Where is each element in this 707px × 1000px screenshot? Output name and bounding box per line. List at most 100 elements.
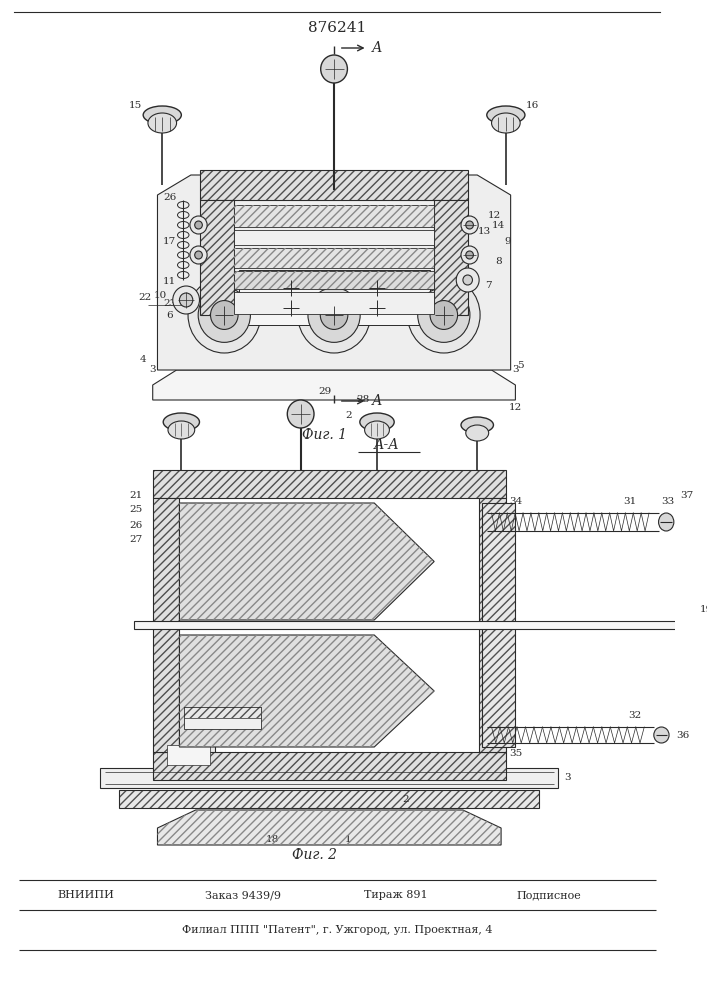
Text: 5: 5 [178,748,185,756]
Bar [119,790,539,808]
Text: 26: 26 [163,194,177,202]
Text: 16: 16 [526,101,539,109]
Text: 27: 27 [129,536,142,544]
Text: 2: 2 [402,796,409,804]
Text: 5: 5 [517,360,523,369]
Bar [239,270,430,325]
Text: 21: 21 [129,490,142,499]
Bar [234,271,434,289]
Bar [153,498,180,752]
Bar [234,248,434,268]
Text: Филиал ППП "Патент", г. Ужгород, ул. Проектная, 4: Филиал ППП "Патент", г. Ужгород, ул. Про… [182,925,492,935]
Circle shape [418,288,470,342]
Circle shape [180,293,193,307]
Text: 28: 28 [356,395,369,404]
Text: 35: 35 [509,748,522,758]
Text: 22: 22 [139,292,152,302]
Circle shape [198,288,250,342]
Text: 23: 23 [163,298,177,308]
Text: 25: 25 [129,506,142,514]
Ellipse shape [163,413,199,431]
Bar [134,621,678,629]
Text: 12: 12 [509,402,522,412]
Circle shape [190,216,207,234]
Text: 30: 30 [490,487,503,495]
Ellipse shape [360,413,395,431]
Text: 3: 3 [565,774,571,782]
Ellipse shape [466,425,489,441]
Circle shape [466,251,474,259]
Circle shape [188,277,261,353]
Bar [234,271,434,289]
Text: 13: 13 [478,228,491,236]
Text: 12: 12 [488,211,501,220]
Bar [234,205,434,227]
Bar [434,200,468,315]
Text: 6: 6 [167,310,173,320]
Circle shape [407,277,480,353]
Text: 20: 20 [153,710,167,720]
Circle shape [287,400,314,428]
Ellipse shape [654,727,669,743]
Ellipse shape [491,113,520,133]
Text: 7: 7 [486,280,492,290]
Circle shape [173,286,199,314]
Text: 11: 11 [163,277,177,286]
Circle shape [308,288,360,342]
Ellipse shape [487,106,525,124]
Bar [119,790,539,808]
Circle shape [430,301,457,329]
Text: 24: 24 [153,615,167,624]
Bar [167,745,210,765]
Bar [185,707,261,718]
Text: 8: 8 [495,257,501,266]
Text: 9: 9 [505,237,511,246]
Circle shape [321,55,347,83]
Text: А: А [372,394,382,408]
Text: 1: 1 [302,412,309,420]
Bar [201,200,234,315]
Circle shape [194,221,202,229]
Ellipse shape [461,417,493,433]
Text: 37: 37 [681,490,694,499]
Bar [234,205,434,227]
Text: 17: 17 [163,237,177,246]
Text: ВНИИПИ: ВНИИПИ [57,890,115,900]
Circle shape [461,216,478,234]
Bar [482,503,515,747]
Text: 15: 15 [129,101,142,109]
Circle shape [190,246,207,264]
Text: 26: 26 [129,520,142,530]
Circle shape [461,246,478,264]
Bar [153,470,506,498]
Ellipse shape [168,421,194,439]
Text: 4: 4 [140,356,146,364]
Text: 31: 31 [624,496,636,506]
Polygon shape [158,175,510,370]
Bar [201,170,468,200]
Circle shape [211,301,238,329]
Bar [201,170,468,200]
Text: 1: 1 [345,836,351,844]
Polygon shape [180,635,434,747]
Bar [234,230,434,245]
Bar [185,707,261,718]
Text: Заказ 9439/9: Заказ 9439/9 [206,890,281,900]
Circle shape [466,221,474,229]
Text: 32: 32 [628,710,641,720]
Bar [153,752,506,780]
Ellipse shape [144,106,182,124]
Circle shape [298,277,370,353]
Text: 29: 29 [318,387,331,396]
Text: Подписное: Подписное [516,890,581,900]
Text: 10: 10 [153,290,167,300]
Ellipse shape [148,113,177,133]
Bar [201,200,234,315]
Text: 14: 14 [491,221,505,230]
Text: 2: 2 [345,410,351,420]
Bar [153,752,506,780]
Bar [479,498,506,752]
Bar [185,707,261,729]
Text: 19: 19 [700,604,707,613]
Text: 23: 23 [153,631,167,640]
